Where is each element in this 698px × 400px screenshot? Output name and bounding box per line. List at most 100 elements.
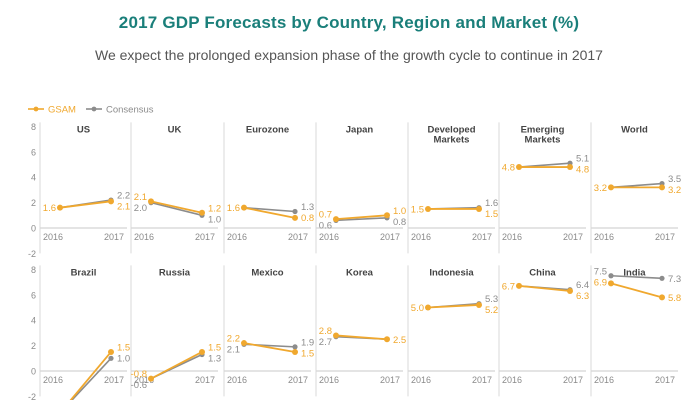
data-label: 3.2 [668,185,681,196]
panel-title: US [77,124,90,135]
data-label: 1.9 [301,337,314,348]
legend-gsam-label: GSAM [48,105,76,116]
gsam-point [425,205,431,212]
gsam-point [292,348,298,355]
data-label: 6.7 [502,281,515,292]
panel-title: Developed [427,124,475,135]
data-label: 1.6 [485,198,498,209]
consensus-line [150,201,203,217]
gsam-point [199,209,205,216]
panel-title: Markets [525,134,561,145]
gsam-line [243,342,296,353]
panel-title: Emerging [521,124,565,135]
x-tick-label: 2017 [655,375,675,385]
data-label: 2.5 [393,335,406,346]
consensus-point [292,208,298,215]
y-tick-label: 8 [31,122,36,132]
data-label: 1.2 [208,203,221,214]
legend-gsam-marker [33,106,39,112]
gsam-point [384,336,390,343]
data-label: 2.2 [227,334,240,345]
data-label: 2.0 [134,203,147,214]
panel-title: Indonesia [429,267,474,278]
y-tick-label: 4 [31,316,36,326]
x-tick-label: 2016 [502,375,522,385]
consensus-line [243,206,296,213]
panel-title: Korea [346,267,374,278]
y-tick-label: 8 [31,265,36,275]
x-tick-label: 2016 [594,232,614,242]
x-tick-label: 2016 [43,375,63,385]
y-tick-label: 0 [31,224,36,234]
x-tick-label: 2016 [319,232,339,242]
x-tick-label: 2017 [104,232,124,242]
data-label: 6.4 [576,280,589,291]
data-label: 2.1 [134,192,147,203]
data-label: 5.1 [576,154,589,165]
data-label: 1.5 [301,348,314,359]
y-tick-label: 6 [31,147,36,157]
data-label: 5.3 [485,294,498,305]
data-label: 3.5 [668,174,681,185]
data-label: 6.9 [594,277,607,288]
gsam-point [567,287,573,294]
data-label: 0.7 [319,210,332,221]
data-label: 1.5 [411,204,424,215]
consensus-line [610,274,663,280]
gsam-line [59,200,112,209]
consensus-line [70,357,112,400]
data-label: 1.3 [301,202,314,213]
consensus-point [659,275,665,281]
panel-title: India [623,267,646,278]
y-tick-label: -2 [28,249,36,259]
gsam-point [425,304,431,311]
x-tick-label: 2017 [195,375,215,385]
consensus-line [335,217,388,222]
data-label: 1.6 [227,203,240,214]
x-tick-label: 2017 [380,232,400,242]
data-label: 5.2 [485,305,498,316]
gsam-point [333,332,339,339]
x-tick-label: 2016 [502,232,522,242]
gsam-point [516,282,522,289]
panel-title: Mexico [251,267,283,278]
chart-subtitle: We expect the prolonged expansion phase … [95,47,603,63]
y-tick-label: 2 [31,341,36,351]
data-label: 0.8 [301,213,314,224]
x-tick-label: 2016 [134,232,154,242]
panel-title: Japan [346,124,374,135]
gsam-line [150,351,203,380]
data-label: 7.3 [668,274,681,285]
x-tick-label: 2016 [319,375,339,385]
data-label: 5.0 [411,303,424,314]
x-tick-label: 2017 [104,375,124,385]
gsam-point [659,294,665,301]
data-label: 5.8 [668,293,681,304]
x-tick-label: 2016 [43,232,63,242]
x-tick-label: 2016 [411,232,431,242]
gsam-line [69,351,112,400]
gsam-point [608,184,614,191]
panel-title: World [621,124,648,135]
consensus-point [608,273,614,279]
data-label: 1.3 [208,353,221,364]
gsam-point [108,348,114,355]
legend-consensus-label: Consensus [106,105,154,116]
panel-title: UK [168,124,182,135]
data-label: 1.5 [208,342,221,353]
gsam-line [150,200,203,214]
gsam-line [335,334,388,341]
gsam-line [427,304,480,309]
y-tick-label: 6 [31,290,36,300]
x-tick-label: 2017 [563,232,583,242]
panel-title: Eurozone [246,124,289,135]
x-tick-label: 2017 [288,232,308,242]
data-label: 2.1 [227,345,240,356]
x-tick-label: 2017 [195,232,215,242]
x-tick-label: 2016 [227,232,247,242]
data-label: 2.7 [319,337,332,348]
gsam-point [108,198,114,205]
gsam-point [241,204,247,211]
gsam-point [148,375,154,382]
x-tick-label: 2016 [134,375,154,385]
